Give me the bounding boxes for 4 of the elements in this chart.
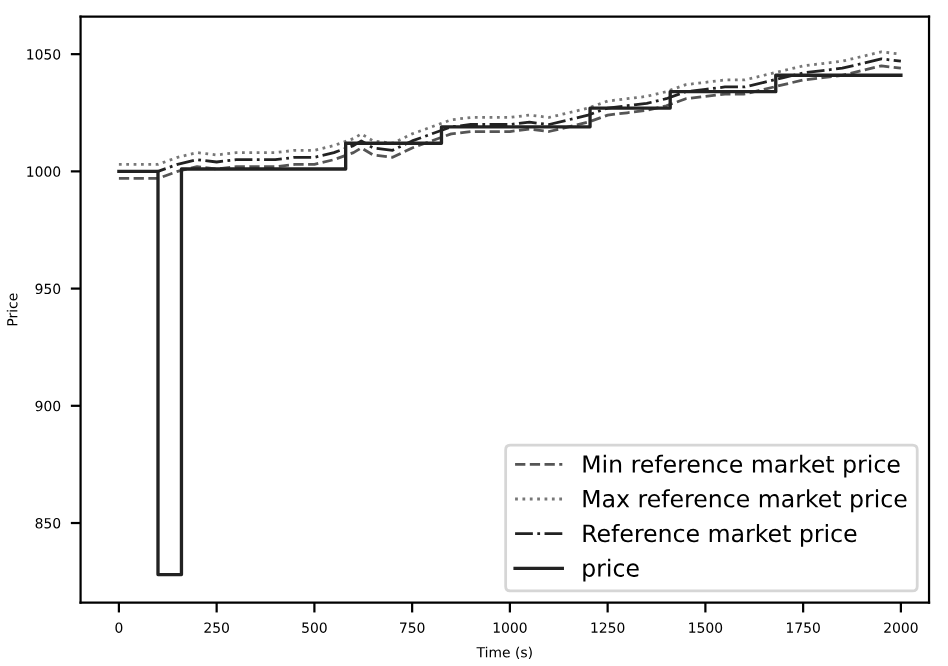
legend-label: Reference market price — [583, 523, 857, 547]
legend-label: price — [583, 558, 639, 582]
legend-label: Max reference market price — [583, 489, 907, 513]
legend-label: Min reference market price — [583, 454, 900, 478]
